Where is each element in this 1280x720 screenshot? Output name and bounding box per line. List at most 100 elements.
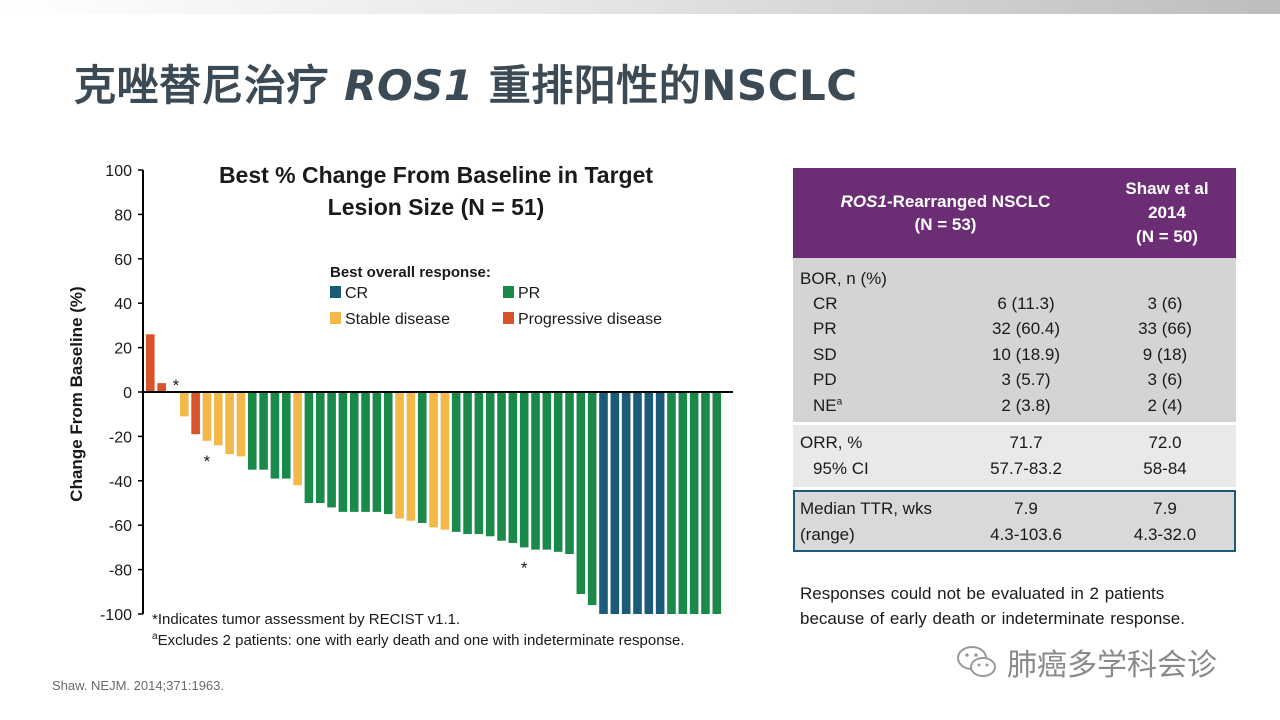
note-line2: because of early death or indeterminate … — [800, 609, 1185, 628]
header-col1-italic: ROS1 — [840, 192, 887, 211]
bar — [451, 392, 461, 532]
y-tick-label: 0 — [123, 385, 132, 402]
bor-pr-b: 33 (66) — [1138, 319, 1192, 338]
asterisk-marker: * — [204, 452, 211, 471]
footnote-1: *Indicates tumor assessment by RECIST v1… — [152, 611, 460, 628]
table-row: Median TTR, wks 7.9 7.9 — [793, 496, 1236, 521]
bar — [497, 392, 506, 541]
y-tick-label: -80 — [109, 563, 132, 580]
footnote-2-sup: a — [152, 631, 158, 642]
ttr-b: 7.9 — [1153, 499, 1177, 518]
bar — [655, 392, 665, 614]
orr-section: ORR, % 71.7 72.0 95% CI 57.7-83.2 58-84 — [793, 425, 1236, 487]
bar — [417, 392, 427, 523]
range-b: 4.3-32.0 — [1133, 525, 1197, 544]
wechat-icon — [957, 646, 996, 677]
bar — [531, 392, 540, 550]
legend-title: Best overall response: — [330, 264, 491, 281]
bar — [395, 392, 404, 519]
response-table: ROS1-Rearranged NSCLC (N = 53) Shaw et al… — [793, 168, 1236, 552]
legend-swatch-cr — [330, 286, 341, 298]
y-tick-label: -60 — [109, 518, 132, 535]
table-row: SD 10 (18.9) 9 (18) — [793, 342, 1236, 367]
bar — [338, 392, 348, 512]
bar — [667, 392, 676, 614]
citation: Shaw. NEJM. 2014;371:1963. — [52, 678, 225, 693]
bar — [712, 392, 722, 614]
legend-label-pd: Progressive disease — [518, 311, 662, 328]
bar — [327, 392, 336, 508]
bar — [361, 392, 370, 512]
top-gradient-bar — [0, 0, 1280, 14]
bar — [633, 392, 642, 614]
bar — [406, 392, 416, 521]
bar — [565, 392, 574, 555]
bar — [293, 392, 302, 486]
bor-pr-a: 32 (60.4) — [991, 319, 1061, 338]
table-row: 95% CI 57.7-83.2 58-84 — [793, 456, 1236, 481]
table-row: NEa 2 (3.8) 2 (4) — [793, 393, 1236, 418]
footnote-2-text: Excludes 2 patients: one with early deat… — [158, 632, 685, 649]
bar — [270, 392, 280, 479]
legend-label-cr: CR — [345, 285, 368, 302]
bar — [508, 392, 518, 543]
bar — [553, 392, 563, 552]
legend-label-pr: PR — [518, 285, 540, 302]
ttr-section: Median TTR, wks 7.9 7.9 (range) 4.3-103.6 4.… — [793, 490, 1236, 552]
bar — [542, 392, 552, 550]
header-col2-line2: 2014 — [1148, 203, 1186, 222]
bar — [179, 392, 189, 417]
legend: Best overall response: CR PR Stable diseas… — [330, 264, 662, 328]
bor-ne-label: NEa — [813, 393, 842, 418]
bar — [372, 392, 382, 512]
legend-swatch-sd — [330, 312, 341, 324]
y-tick-label: -20 — [109, 429, 132, 446]
bar — [383, 392, 393, 515]
asterisk-marker: * — [173, 376, 180, 395]
bar — [587, 392, 597, 606]
orr-b: 72.0 — [1148, 433, 1182, 452]
bar — [474, 392, 484, 535]
range-label: (range) — [800, 525, 855, 544]
bor-cr-b: 3 (6) — [1147, 294, 1183, 313]
bar — [621, 392, 631, 614]
bar — [202, 392, 212, 441]
bor-pr-label: PR — [813, 319, 837, 338]
bor-ne-b: 2 (4) — [1147, 396, 1183, 415]
bar — [213, 392, 223, 446]
header-col2-line3: (N = 50) — [1136, 227, 1198, 246]
ci-a: 57.7-83.2 — [990, 459, 1062, 478]
bar — [157, 383, 166, 392]
y-tick-label: 100 — [105, 163, 132, 180]
watermark: 肺癌多学科会诊 — [955, 640, 1217, 684]
y-tick-label: 40 — [114, 296, 132, 313]
bor-pd-b: 3 (6) — [1147, 370, 1183, 389]
bor-ne-sup: a — [836, 396, 843, 408]
header-col2: Shaw et al 2014 (N = 50) — [1098, 168, 1236, 258]
ttr-label: Median TTR, wks — [800, 499, 932, 518]
header-col1-rest: -Rearranged NSCLC — [886, 192, 1051, 211]
bar — [349, 392, 359, 512]
y-axis: 100 80 60 40 20 0 -20 -40 -60 -80 -100 — [100, 163, 144, 624]
legend-label-sd: Stable disease — [345, 311, 450, 328]
bor-section: BOR, n (%) CR 6 (11.3) 3 (6) PR 32 (60.4) 33… — [793, 258, 1236, 422]
bar — [485, 392, 495, 537]
title-suffix: 重排阳性的NSCLC — [473, 61, 858, 110]
y-tick-label: 60 — [114, 252, 132, 269]
table-row: CR 6 (11.3) 3 (6) — [793, 291, 1236, 316]
bar — [146, 334, 155, 392]
y-tick-label: -100 — [100, 607, 132, 624]
asterisk-marker: * — [521, 558, 528, 577]
header-col1-line2: (N = 53) — [914, 215, 977, 234]
bar — [225, 392, 234, 455]
watermark-text: 肺癌多学科会诊 — [1007, 648, 1217, 683]
bor-sd-b: 9 (18) — [1142, 345, 1188, 364]
slide-title: 克唑替尼治疗 ROS1 重排阳性的NSCLC — [74, 52, 858, 113]
bor-cr-a: 6 (11.3) — [997, 294, 1055, 313]
ci-b: 58-84 — [1143, 459, 1187, 478]
bar — [701, 392, 710, 614]
bar — [463, 392, 472, 535]
bor-label: BOR, n (%) — [800, 269, 887, 288]
bar — [259, 392, 268, 470]
header-col1: ROS1-Rearranged NSCLC (N = 53) — [793, 168, 1098, 258]
